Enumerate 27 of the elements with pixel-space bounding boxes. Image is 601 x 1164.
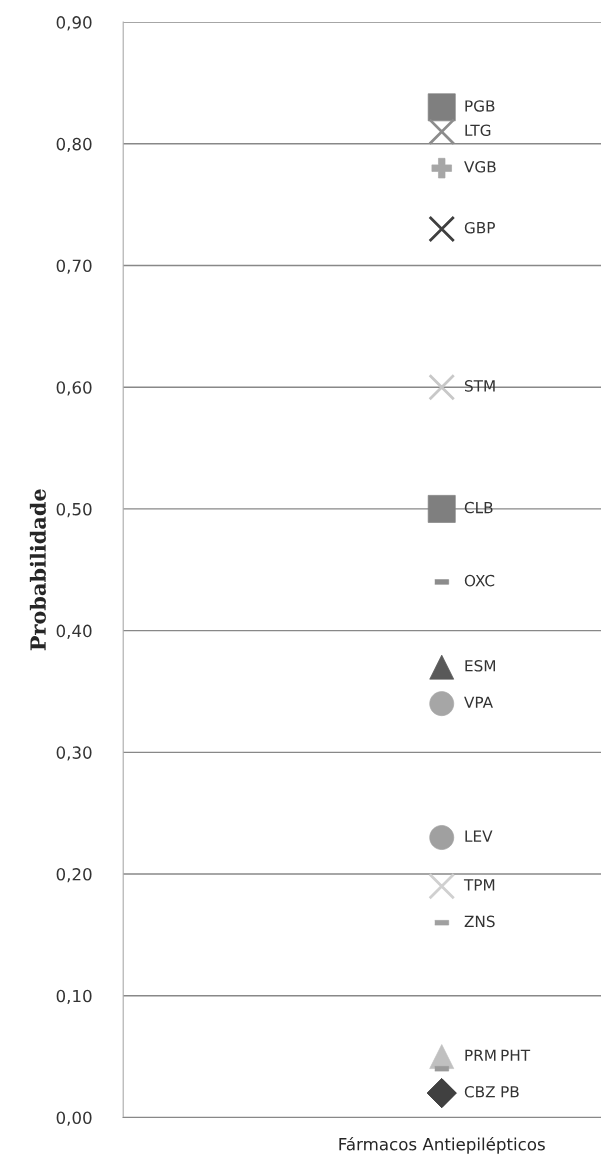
y-axis-title: Probabilidade — [29, 489, 46, 651]
y-tick-label: 0,40 — [56, 624, 92, 639]
y-tick-label: 0,90 — [56, 16, 92, 31]
series-label: ESM — [465, 660, 495, 672]
series-label: VPA — [464, 696, 493, 708]
series-label: CLB — [464, 501, 493, 514]
series-label: VGB — [464, 161, 496, 173]
series-label: GBP — [464, 221, 495, 234]
x-tick-label: Fármacos Antiepilépticos — [339, 1136, 545, 1154]
y-tick-label: 0,80 — [56, 137, 92, 153]
text: PHT — [501, 1049, 531, 1061]
series-label: PGB — [465, 100, 495, 112]
y-tick-label: 0,60 — [56, 381, 92, 396]
y-tick-label: 0,30 — [56, 746, 92, 761]
series-label: TPM — [463, 879, 495, 891]
series-label: LTG — [465, 124, 491, 137]
series-label: OXC — [464, 574, 495, 587]
y-tick-label: 0,70 — [56, 259, 92, 274]
series-label: PRM — [465, 1049, 496, 1061]
y-tick-label: 0,20 — [56, 868, 92, 883]
y-tick-label: 0,50 — [56, 502, 92, 518]
y-tick-label: 0,10 — [56, 989, 92, 1005]
series-label: ZNS — [464, 915, 495, 928]
series-label: LEV — [465, 830, 493, 842]
y-tick-label: 0,00 — [56, 1111, 92, 1126]
series-label: CBZ — [464, 1085, 495, 1098]
text: PB — [501, 1086, 519, 1098]
